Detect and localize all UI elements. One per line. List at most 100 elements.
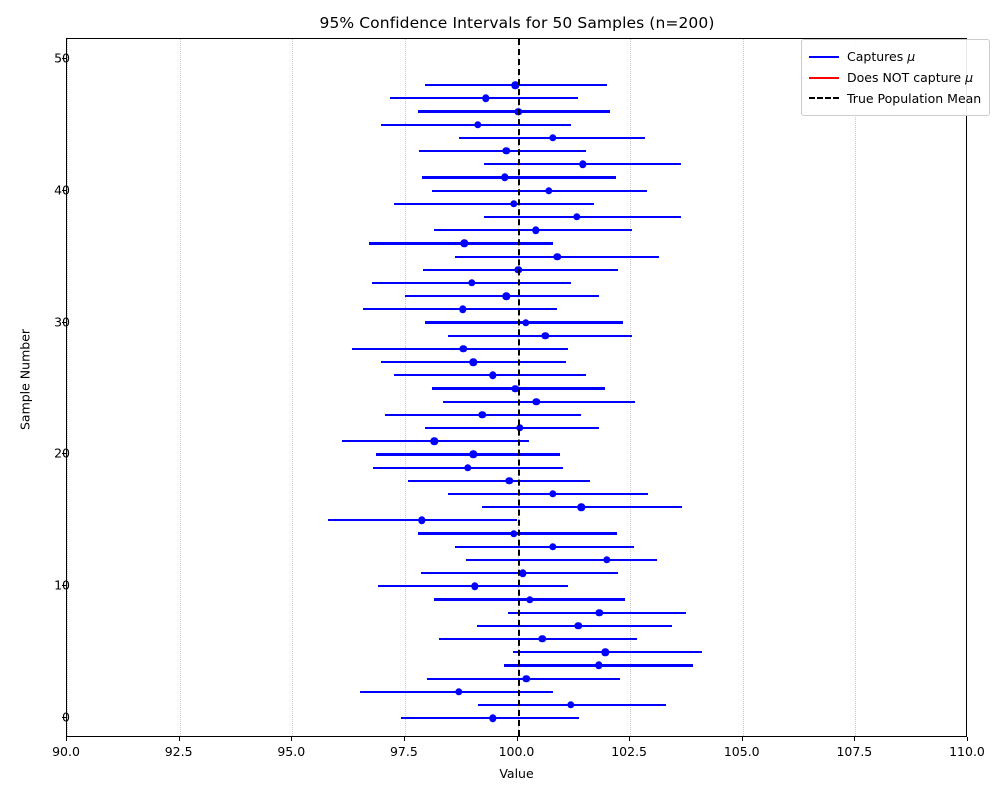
y-tick-label: 10	[54, 577, 70, 593]
sample-mean-marker	[516, 424, 524, 432]
sample-mean-marker	[464, 463, 472, 472]
sample-mean-marker	[577, 503, 586, 511]
x-tick-label: 110.0	[949, 744, 985, 759]
y-tick	[62, 57, 66, 59]
sample-mean-marker	[474, 121, 482, 129]
sample-mean-marker	[511, 81, 519, 89]
x-tick	[741, 737, 743, 741]
confidence-interval-bar	[447, 492, 649, 496]
x-axis-label: Value	[499, 766, 534, 781]
sample-mean-marker	[458, 305, 467, 314]
sample-mean-marker	[601, 648, 610, 656]
sample-mean-marker	[532, 397, 541, 406]
y-tick	[62, 321, 66, 323]
confidence-interval-bar	[476, 624, 672, 627]
confidence-interval-bar	[465, 558, 658, 562]
sample-mean-marker	[538, 635, 546, 643]
confidence-interval-bar	[404, 295, 600, 298]
gridline-x-92.5	[179, 39, 181, 736]
x-tick	[516, 737, 518, 741]
y-tick-label: 30	[54, 314, 70, 330]
sample-mean-marker	[455, 688, 463, 696]
sample-mean-marker	[548, 490, 557, 498]
sample-mean-marker	[510, 200, 518, 208]
confidence-interval-bar	[447, 334, 633, 337]
sample-mean-marker	[531, 226, 540, 234]
confidence-interval-bar	[425, 426, 600, 430]
legend-entry: Captures μ	[809, 46, 981, 67]
gridline-x-90.0	[67, 39, 68, 736]
sample-mean-marker	[459, 345, 468, 353]
confidence-interval-bar	[393, 202, 595, 205]
gridline-x-107.5	[855, 39, 857, 736]
y-tick	[62, 717, 66, 719]
sample-mean-marker	[526, 595, 534, 604]
y-tick	[62, 453, 66, 455]
sample-mean-marker	[469, 358, 478, 366]
confidence-interval-bar	[375, 453, 561, 456]
x-tick	[629, 737, 631, 741]
sample-mean-marker	[489, 371, 497, 379]
sample-mean-marker	[489, 714, 497, 722]
legend-label: True Population Mean	[847, 91, 982, 106]
sample-mean-marker	[418, 516, 426, 525]
x-tick-label: 100.0	[498, 744, 535, 759]
legend-swatch-solid	[809, 51, 839, 63]
legend-label: Captures μ	[847, 49, 916, 64]
sample-mean-marker	[502, 147, 510, 155]
sample-mean-marker	[545, 186, 553, 195]
x-tick-label: 95.0	[277, 744, 306, 759]
gridline-x-95.0	[292, 39, 294, 736]
x-tick	[403, 737, 405, 741]
confidence-interval-bar	[438, 637, 637, 641]
sample-mean-marker	[521, 318, 530, 327]
sample-mean-marker	[574, 622, 582, 630]
x-tick-label: 90.0	[52, 744, 80, 759]
y-tick	[62, 585, 66, 587]
x-tick	[66, 737, 67, 741]
sample-mean-marker	[482, 94, 490, 103]
x-tick-label: 107.5	[836, 744, 873, 759]
x-tick	[967, 737, 968, 741]
plot-area	[66, 38, 967, 737]
y-tick-label: 40	[54, 182, 70, 198]
x-tick-label: 97.5	[389, 744, 418, 759]
y-tick-label: 0	[62, 709, 70, 725]
sample-mean-marker	[502, 292, 510, 300]
sample-mean-marker	[522, 674, 531, 683]
y-tick-label: 20	[54, 445, 70, 461]
page-title: 95% Confidence Intervals for 50 Samples …	[319, 14, 715, 32]
legend-entry: Does NOT capture μ	[809, 67, 981, 88]
legend-swatch-dashed	[809, 93, 839, 105]
x-tick	[291, 737, 293, 741]
x-tick	[178, 737, 180, 741]
sample-mean-marker	[573, 213, 581, 221]
sample-mean-marker	[501, 173, 509, 182]
sample-mean-marker	[478, 411, 487, 419]
x-tick-label: 92.5	[164, 744, 193, 759]
gridline-x-105.0	[742, 39, 744, 736]
legend-entry: True Population Mean	[809, 88, 981, 109]
x-tick-label: 102.5	[611, 744, 648, 759]
y-tick	[62, 189, 66, 191]
x-tick-label: 105.0	[723, 744, 760, 759]
sample-mean-marker	[541, 332, 550, 340]
x-tick	[854, 737, 856, 741]
confidence-interval-bar	[418, 110, 610, 113]
confidence-interval-bar	[455, 545, 634, 548]
confidence-interval-bar	[431, 189, 648, 192]
sample-mean-marker	[519, 569, 527, 577]
true-population-mean-line	[517, 39, 520, 736]
sample-mean-marker	[470, 582, 479, 591]
gridline-x-97.5	[404, 39, 406, 736]
sample-mean-marker	[548, 134, 557, 142]
gridline-x-102.5	[630, 39, 632, 736]
sample-mean-marker	[594, 661, 603, 670]
legend-swatch-solid	[809, 72, 839, 84]
sample-mean-marker	[566, 701, 575, 709]
sample-mean-marker	[553, 252, 561, 261]
legend: Captures μ Does NOT capture μ True Populat…	[801, 39, 991, 116]
y-axis-label: Sample Number	[17, 328, 33, 431]
sample-mean-marker	[467, 279, 476, 287]
